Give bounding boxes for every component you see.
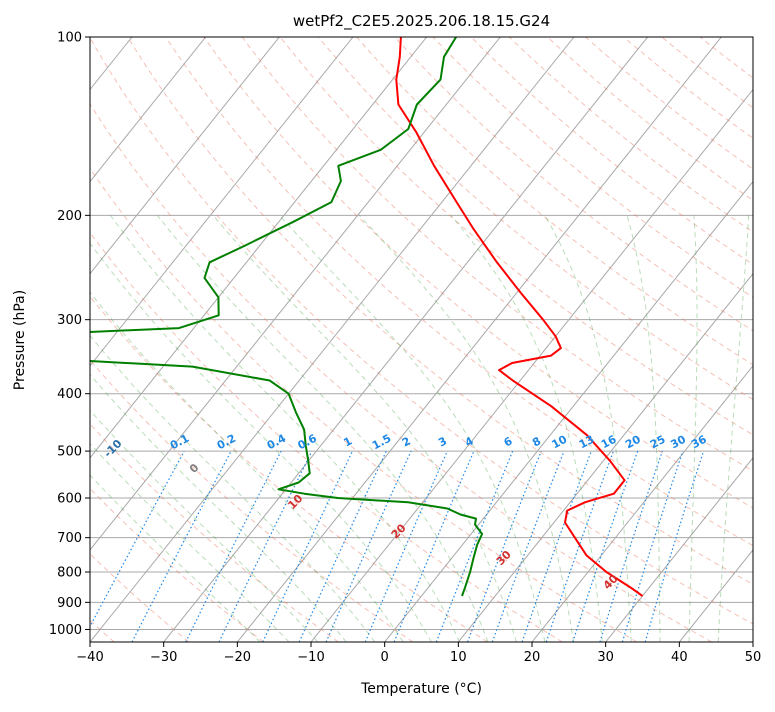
x-tick-label: −20 [224, 650, 251, 665]
y-tick-label: 800 [57, 566, 82, 581]
y-tick-label: 200 [57, 209, 82, 224]
y-tick-label: 1000 [49, 623, 82, 638]
y-tick-label: 100 [57, 31, 82, 46]
y-tick-label: 400 [57, 387, 82, 402]
chart-title: wetPf2_C2E5.2025.206.18.15.G24 [293, 12, 550, 31]
x-tick-label: 10 [450, 650, 467, 665]
y-tick-label: 900 [57, 596, 82, 611]
x-tick-label: 20 [524, 650, 541, 665]
y-tick-label: 500 [57, 445, 82, 460]
y-tick-label: 600 [57, 492, 82, 507]
x-tick-label: 0 [381, 650, 389, 665]
x-tick-label: −30 [150, 650, 177, 665]
y-tick-label: 300 [57, 313, 82, 328]
x-tick-label: −40 [76, 650, 103, 665]
x-tick-label: 40 [671, 650, 688, 665]
x-axis-label: Temperature (°C) [360, 681, 482, 697]
y-tick-label: 700 [57, 531, 82, 546]
x-tick-label: −10 [297, 650, 324, 665]
y-axis-label: Pressure (hPa) [12, 290, 28, 390]
x-tick-label: 50 [745, 650, 762, 665]
x-tick-label: 30 [597, 650, 614, 665]
